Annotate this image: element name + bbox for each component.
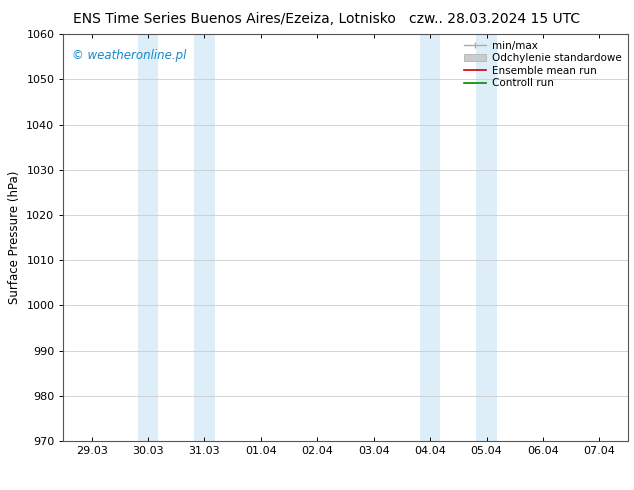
Text: ENS Time Series Buenos Aires/Ezeiza, Lotnisko: ENS Time Series Buenos Aires/Ezeiza, Lot… — [73, 12, 396, 26]
Text: © weatheronline.pl: © weatheronline.pl — [72, 49, 186, 62]
Bar — [476, 34, 497, 441]
Legend: min/max, Odchylenie standardowe, Ensemble mean run, Controll run: min/max, Odchylenie standardowe, Ensembl… — [460, 36, 626, 93]
Bar — [194, 34, 215, 441]
Bar — [138, 34, 158, 441]
Bar — [420, 34, 441, 441]
Y-axis label: Surface Pressure (hPa): Surface Pressure (hPa) — [8, 171, 21, 304]
Text: czw.. 28.03.2024 15 UTC: czw.. 28.03.2024 15 UTC — [409, 12, 580, 26]
